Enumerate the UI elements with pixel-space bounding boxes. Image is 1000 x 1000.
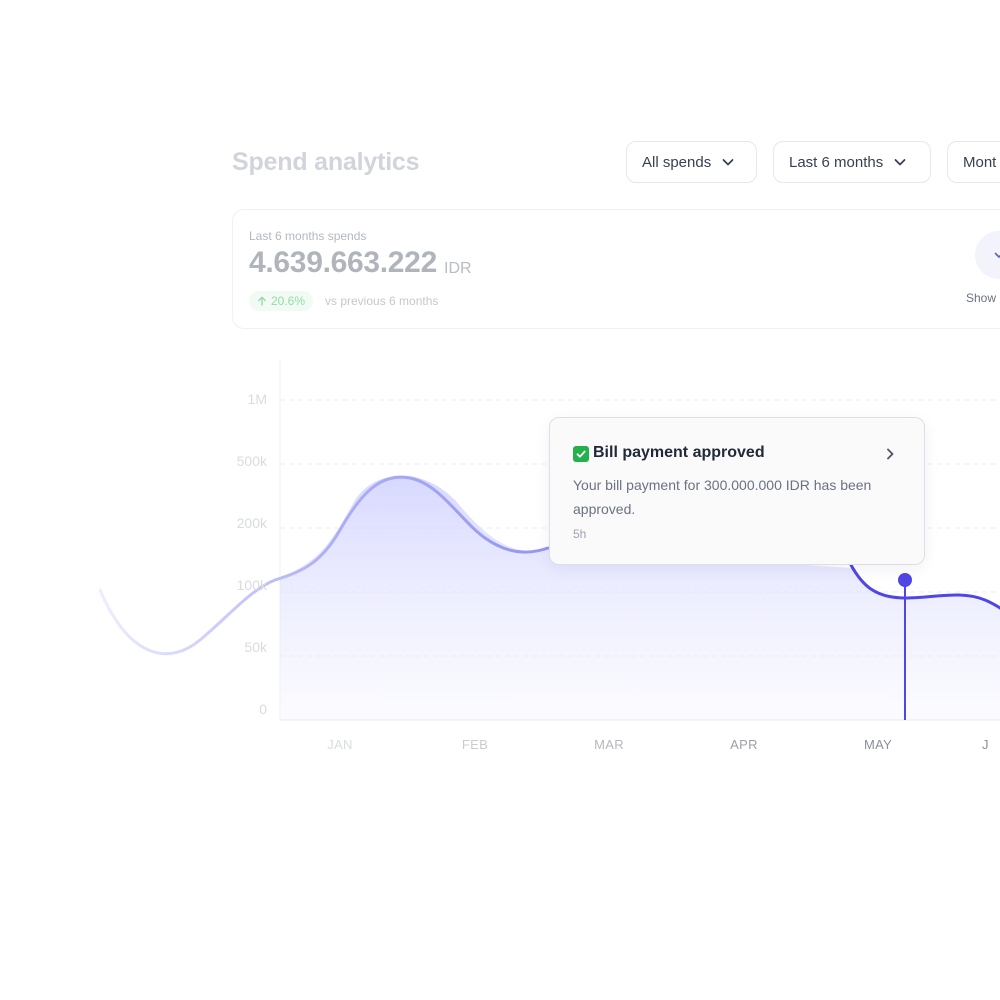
date-range-dropdown[interactable]: Last 6 months (773, 141, 931, 183)
page-title: Spend analytics (232, 148, 420, 176)
x-tick-label: J (982, 737, 989, 752)
spend-line-segment (849, 563, 1000, 610)
y-tick-label: 50k (244, 639, 267, 655)
y-tick-label: 100k (236, 577, 267, 593)
notification-title: Bill payment approved (593, 444, 765, 461)
check-mark-icon (573, 446, 589, 462)
spend-type-dropdown[interactable]: All spends (626, 141, 757, 183)
arrow-up-icon (257, 296, 267, 306)
y-tick-label: 0 (259, 701, 267, 717)
x-tick-label: JAN (327, 737, 353, 752)
y-tick-label: 200k (236, 515, 267, 531)
growth-badge: 20.6% (249, 291, 314, 311)
spend-summary-card: Last 6 months spends 4.639.663.222 IDR 2… (232, 209, 1000, 329)
spend-type-label: All spends (642, 153, 712, 171)
edge-fade (0, 330, 330, 800)
grouping-label: Mont (963, 153, 997, 171)
notification-toast[interactable]: Bill payment approved Your bill payment … (549, 417, 925, 565)
date-range-label: Last 6 months (789, 153, 884, 171)
notification-body: Your bill payment for 300.000.000 IDR ha… (573, 477, 872, 517)
y-tick-label: 1M (247, 391, 267, 407)
x-tick-label: APR (730, 737, 758, 752)
growth-percentage: 20.6% (271, 294, 306, 308)
notification-time: 5h (573, 527, 587, 541)
x-tick-label: MAR (594, 737, 624, 752)
x-tick-label: FEB (461, 737, 489, 752)
y-tick-label: 500k (236, 453, 267, 469)
chevron-down-icon (721, 155, 735, 169)
summary-label: Last 6 months spends (249, 229, 367, 243)
grouping-dropdown[interactable]: Mont (947, 141, 1000, 183)
show-details-label: Show (966, 291, 997, 305)
chevron-down-icon (893, 155, 907, 169)
chevron-right-icon[interactable] (882, 446, 898, 462)
chevron-down-icon (993, 249, 1000, 261)
area-fill (280, 475, 1000, 720)
summary-total-value: 4.639.663.222 (249, 246, 437, 279)
highlight-marker-point[interactable] (898, 573, 912, 587)
growth-comparison: vs previous 6 months (325, 294, 439, 308)
x-tick-label: MAY (863, 737, 893, 752)
summary-currency: IDR (444, 260, 472, 277)
